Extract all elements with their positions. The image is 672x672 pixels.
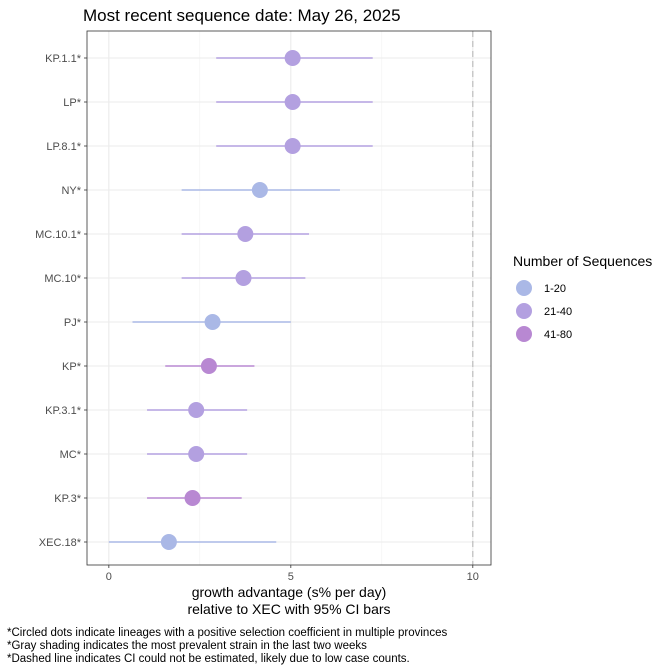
data-point bbox=[204, 314, 221, 330]
data-point bbox=[284, 94, 301, 110]
x-tick-label: 0 bbox=[106, 571, 112, 583]
y-tick-label: XEC.18* bbox=[39, 537, 82, 549]
data-point bbox=[284, 50, 301, 66]
legend-label: 41-80 bbox=[544, 329, 572, 341]
legend-title: Number of Sequences bbox=[513, 253, 652, 269]
y-tick-label: PJ* bbox=[64, 317, 82, 329]
caption-line-2: *Gray shading indicates the most prevale… bbox=[7, 640, 367, 652]
caption-line-3: *Dashed line indicates CI could not be e… bbox=[7, 653, 410, 665]
y-tick-label: KP* bbox=[62, 361, 82, 373]
legend-key bbox=[516, 303, 532, 319]
y-tick-label: MC.10.1* bbox=[35, 229, 82, 241]
data-point bbox=[237, 226, 254, 242]
data-point bbox=[188, 402, 205, 418]
legend: Number of Sequences 1-20 21-40 41-80 bbox=[513, 253, 652, 342]
x-axis-label-line1: growth advantage (s% per day) bbox=[192, 584, 387, 600]
data-point bbox=[188, 446, 205, 462]
data-point bbox=[235, 270, 252, 286]
y-tick-label: LP.8.1* bbox=[46, 141, 81, 153]
data-point bbox=[184, 490, 201, 506]
data-point bbox=[160, 534, 177, 550]
chart-title: Most recent sequence date: May 26, 2025 bbox=[83, 6, 401, 25]
y-tick-label: KP.1.1* bbox=[45, 53, 82, 65]
x-axis: 0 5 10 bbox=[106, 565, 479, 583]
data-point bbox=[251, 182, 268, 198]
data-point bbox=[284, 138, 301, 154]
x-tick-label: 5 bbox=[288, 571, 294, 583]
panel-border bbox=[86, 30, 492, 566]
point-layer bbox=[160, 50, 301, 550]
legend-key bbox=[516, 326, 532, 342]
caption-line-1: *Circled dots indicate lineages with a p… bbox=[7, 627, 447, 639]
y-tick-label: MC.10* bbox=[44, 273, 81, 285]
grid bbox=[87, 31, 491, 565]
ci-bars bbox=[108, 57, 373, 543]
legend-label: 1-20 bbox=[544, 283, 566, 295]
y-tick-label: KP.3* bbox=[54, 493, 81, 505]
x-axis-label-line2: relative to XEC with 95% CI bars bbox=[187, 601, 390, 617]
y-tick-label: LP* bbox=[63, 97, 81, 109]
data-point bbox=[200, 358, 217, 374]
x-tick-label: 10 bbox=[467, 571, 479, 583]
y-tick-label: MC* bbox=[60, 449, 82, 461]
y-axis: KP.1.1* LP* LP.8.1* NY* MC.10.1* MC.10* PJ* KP*… bbox=[35, 53, 87, 549]
legend-label: 21-40 bbox=[544, 306, 572, 318]
y-tick-label: KP.3.1* bbox=[45, 405, 82, 417]
legend-key bbox=[516, 280, 532, 296]
y-tick-label: NY* bbox=[61, 185, 81, 197]
